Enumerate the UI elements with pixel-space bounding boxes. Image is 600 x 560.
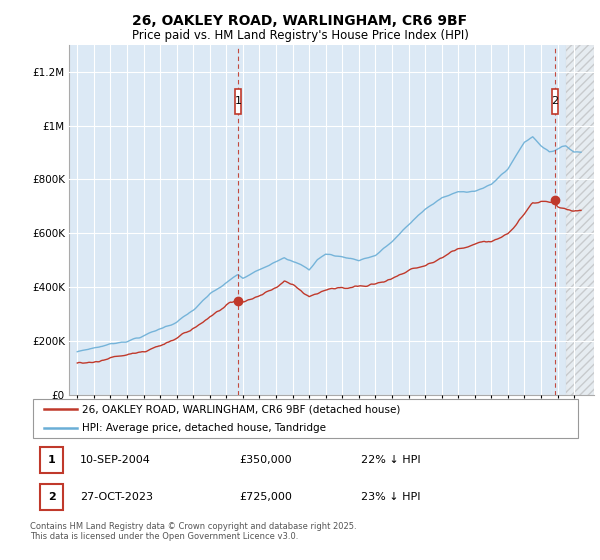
Text: 27-OCT-2023: 27-OCT-2023 [80, 492, 152, 502]
Text: £350,000: £350,000 [240, 455, 292, 465]
Text: 23% ↓ HPI: 23% ↓ HPI [361, 492, 421, 502]
Bar [566, 45, 594, 395]
Text: HPI: Average price, detached house, Tandridge: HPI: Average price, detached house, Tand… [82, 423, 326, 433]
Text: Price paid vs. HM Land Registry's House Price Index (HPI): Price paid vs. HM Land Registry's House … [131, 29, 469, 42]
Text: 2: 2 [47, 492, 55, 502]
Text: 10-SEP-2004: 10-SEP-2004 [80, 455, 151, 465]
FancyBboxPatch shape [40, 484, 63, 510]
Text: 26, OAKLEY ROAD, WARLINGHAM, CR6 9BF (detached house): 26, OAKLEY ROAD, WARLINGHAM, CR6 9BF (de… [82, 404, 401, 414]
Bar [566, 45, 594, 395]
Text: 26, OAKLEY ROAD, WARLINGHAM, CR6 9BF: 26, OAKLEY ROAD, WARLINGHAM, CR6 9BF [133, 14, 467, 28]
FancyBboxPatch shape [40, 446, 63, 473]
Text: Contains HM Land Registry data © Crown copyright and database right 2025.
This d: Contains HM Land Registry data © Crown c… [30, 522, 356, 542]
Text: £725,000: £725,000 [240, 492, 293, 502]
Text: 2: 2 [551, 96, 559, 106]
FancyBboxPatch shape [552, 88, 557, 114]
FancyBboxPatch shape [33, 399, 578, 438]
FancyBboxPatch shape [235, 88, 241, 114]
Text: 22% ↓ HPI: 22% ↓ HPI [361, 455, 421, 465]
Text: 1: 1 [47, 455, 55, 465]
Text: 1: 1 [235, 96, 241, 106]
